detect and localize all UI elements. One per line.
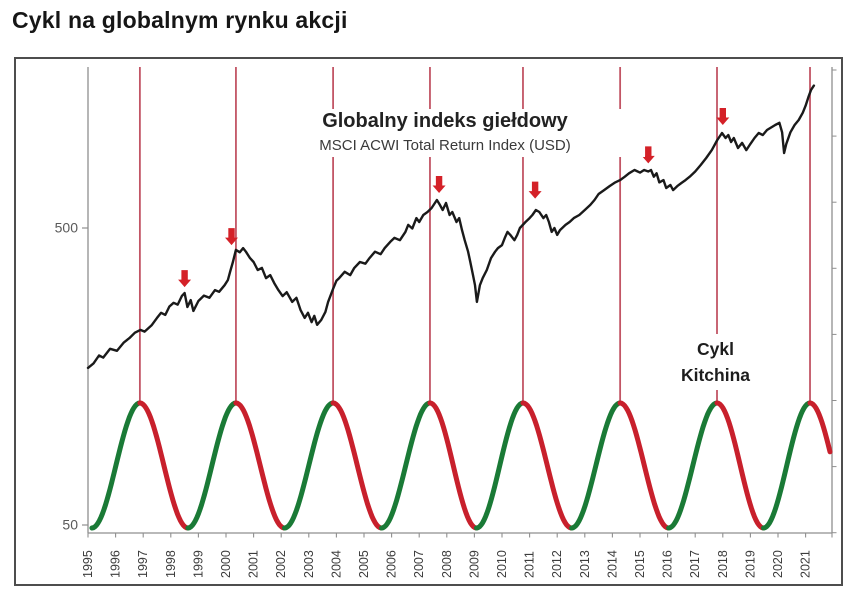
kitchin-wave-falling-segment bbox=[714, 400, 766, 531]
x-tick-label: 2019 bbox=[743, 550, 757, 578]
x-tick-label: 2003 bbox=[302, 550, 316, 578]
y-tick-label: 500 bbox=[55, 220, 79, 236]
x-tick-label: 2008 bbox=[440, 550, 454, 578]
down-arrow-icon bbox=[528, 181, 542, 199]
kitchin-wave-falling-segment bbox=[233, 400, 287, 531]
x-tick-label: 1999 bbox=[191, 550, 205, 578]
x-tick-label: 2011 bbox=[523, 551, 537, 578]
chart-title: Globalny indeks giełdowy bbox=[322, 110, 568, 132]
down-arrow-icon bbox=[432, 175, 446, 193]
x-tick-label: 2000 bbox=[219, 550, 233, 578]
x-tick-label: 2002 bbox=[274, 550, 288, 578]
kitchin-wave-falling-segment bbox=[807, 400, 833, 455]
price-line bbox=[86, 84, 816, 370]
kitchin-wave-falling-segment bbox=[427, 400, 479, 531]
x-tick-label: 2001 bbox=[247, 550, 261, 578]
kitchin-wave-rising-segment bbox=[569, 400, 623, 531]
kitchin-wave-falling-segment bbox=[520, 400, 575, 531]
x-tick-label: 1997 bbox=[136, 550, 150, 578]
x-tick-label: 2005 bbox=[357, 550, 371, 578]
kitchin-wave-falling-segment bbox=[137, 400, 191, 531]
x-tick-label: 1995 bbox=[81, 550, 95, 578]
chart-subtitle: MSCI ACWI Total Return Index (USD) bbox=[319, 137, 571, 154]
kitchin-cycle-label-line1: Cykl bbox=[697, 339, 734, 359]
kitchin-wave-rising-segment bbox=[185, 400, 239, 531]
x-tick-label: 2012 bbox=[550, 550, 564, 578]
kitchin-wave-rising-segment bbox=[761, 400, 813, 531]
x-tick-label: 2020 bbox=[771, 550, 785, 578]
page-title: Cykl na globalnym rynku akcji bbox=[12, 7, 348, 33]
kitchin-wave-falling-segment bbox=[617, 400, 672, 531]
kitchin-wave-rising-segment bbox=[666, 400, 720, 531]
kitchin-cycle-label-line2: Kitchina bbox=[680, 365, 751, 385]
x-tick-label: 2006 bbox=[385, 550, 399, 578]
x-tick-label: 2021 bbox=[799, 550, 813, 578]
kitchin-wave-rising-segment bbox=[379, 400, 433, 531]
down-arrow-icon bbox=[225, 228, 239, 246]
x-tick-label: 2004 bbox=[329, 550, 343, 578]
chart-title-block: Globalny indeks giełdowy MSCI ACWI Total… bbox=[245, 109, 645, 157]
x-tick-label: 2015 bbox=[633, 550, 647, 578]
x-tick-label: 2016 bbox=[661, 550, 675, 578]
stock-cycle-chart: 500 50 1995 1996 1997 1998 1999 2000 2001 2002 200… bbox=[55, 67, 837, 578]
x-tick-label: 2018 bbox=[716, 550, 730, 578]
x-tick-label: 2007 bbox=[412, 550, 426, 578]
down-arrow-icon bbox=[178, 270, 192, 288]
x-tick-label: 1996 bbox=[109, 550, 123, 578]
y-tick-label: 50 bbox=[62, 517, 78, 533]
kitchin-wave-rising-segment bbox=[89, 400, 143, 531]
kitchin-wave-falling-segment bbox=[330, 400, 384, 531]
x-tick-label: 2017 bbox=[688, 550, 702, 578]
kitchin-cycle-label: Cykl Kitchina bbox=[648, 334, 783, 390]
x-tick-label: 2010 bbox=[495, 550, 509, 578]
kitchin-wave-rising-segment bbox=[474, 400, 526, 531]
x-tick-label: 2013 bbox=[578, 550, 592, 578]
x-tick-label: 1998 bbox=[164, 550, 178, 578]
down-arrow-icon bbox=[716, 108, 730, 126]
x-tick-label: 2009 bbox=[467, 550, 481, 578]
kitchin-wave-rising-segment bbox=[282, 400, 336, 531]
down-arrow-icon bbox=[641, 146, 655, 164]
x-tick-label: 2014 bbox=[605, 550, 619, 578]
